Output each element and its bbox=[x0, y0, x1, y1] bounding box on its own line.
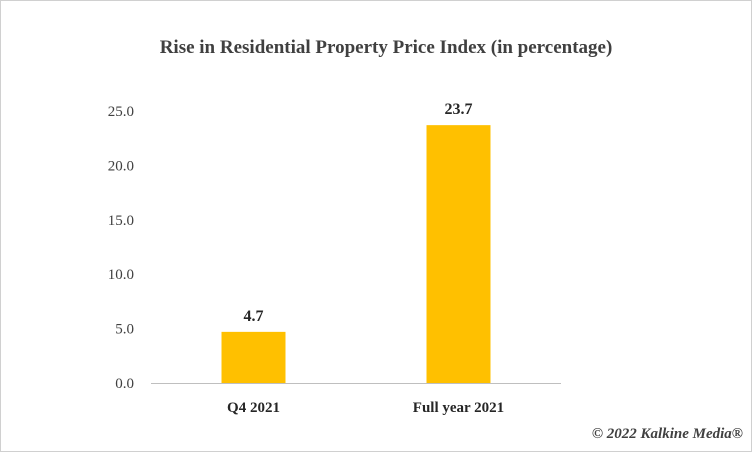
chart-title: Rise in Residential Property Price Index… bbox=[160, 37, 613, 58]
bars bbox=[221, 125, 491, 384]
copyright-credit: © 2022 Kalkine Media® bbox=[591, 426, 743, 442]
category-label: Q4 2021 bbox=[227, 400, 280, 416]
y-tick-label: 5.0 bbox=[115, 322, 134, 338]
y-tick-label: 0.0 bbox=[115, 376, 134, 392]
y-axis-ticks: 0.0 5.0 10.0 15.0 20.0 25.0 bbox=[108, 104, 134, 392]
data-label: 23.7 bbox=[445, 101, 473, 118]
y-tick-label: 25.0 bbox=[108, 104, 134, 120]
bar-q4-2021 bbox=[221, 331, 286, 383]
y-tick-label: 15.0 bbox=[108, 213, 134, 229]
y-tick-label: 20.0 bbox=[108, 158, 134, 174]
data-label: 4.7 bbox=[244, 308, 264, 325]
y-tick-label: 10.0 bbox=[108, 267, 134, 283]
category-labels: Q4 2021 Full year 2021 bbox=[227, 400, 504, 416]
category-label: Full year 2021 bbox=[413, 400, 504, 416]
bar-full-year-2021 bbox=[426, 125, 491, 384]
data-labels: 4.7 23.7 bbox=[244, 101, 473, 325]
